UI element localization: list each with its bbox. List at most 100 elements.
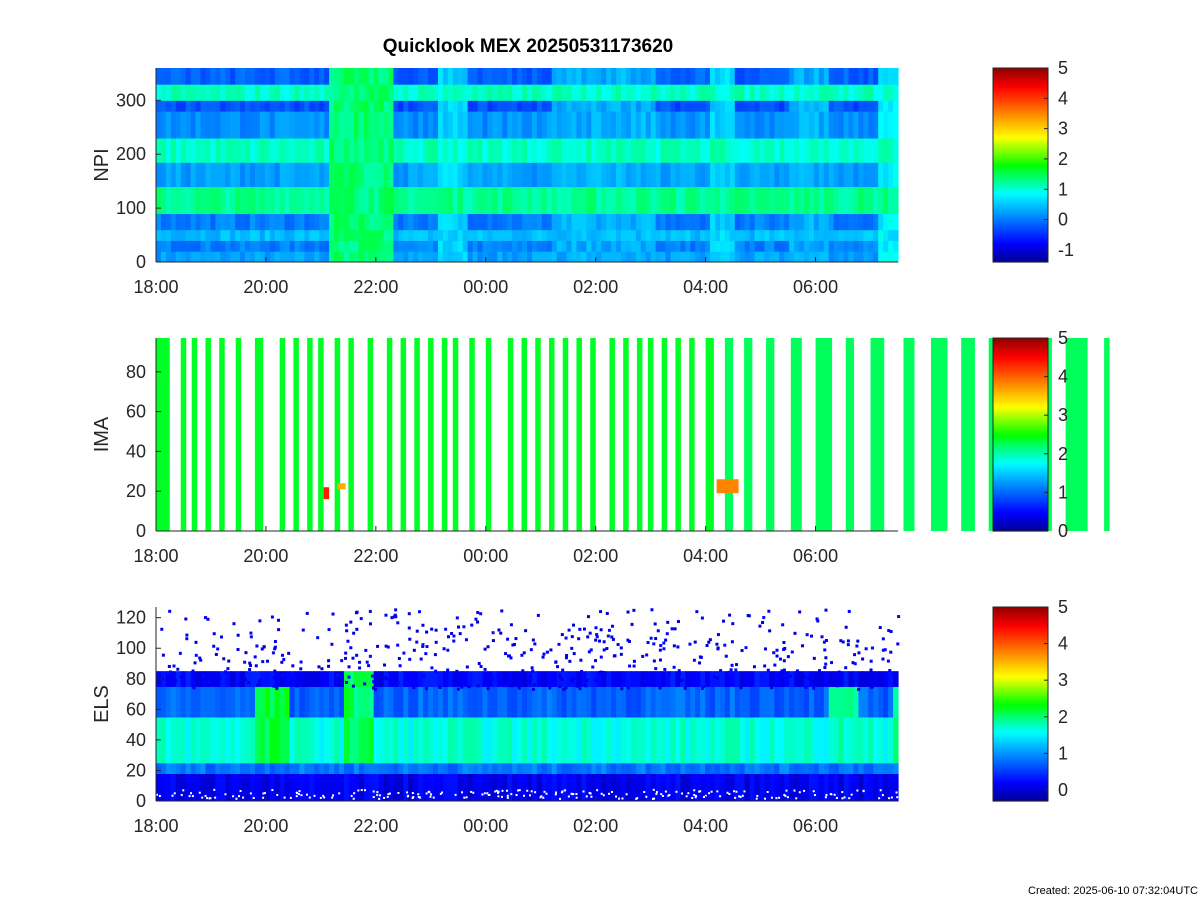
noise-pixel bbox=[263, 792, 266, 795]
spectrogram-cell bbox=[531, 686, 538, 718]
spectrogram-cell bbox=[418, 229, 424, 241]
spectrogram-cell bbox=[561, 213, 568, 231]
spectrogram-cell bbox=[531, 68, 538, 85]
noise-pixel bbox=[688, 642, 692, 646]
spectrogram-cell bbox=[249, 68, 256, 85]
spectrogram-cell bbox=[705, 773, 711, 802]
spectrogram-cell bbox=[536, 251, 543, 263]
spectrogram-cell bbox=[264, 716, 271, 764]
spectrogram-cell bbox=[413, 84, 419, 101]
noise-pixel bbox=[477, 662, 481, 666]
noise-pixel bbox=[564, 789, 567, 792]
spectrogram-cell bbox=[625, 716, 632, 764]
spectrogram-cell bbox=[185, 111, 192, 139]
spectrogram-cell bbox=[482, 762, 489, 775]
noise-pixel bbox=[379, 794, 382, 797]
noise-pixel bbox=[740, 649, 744, 653]
spectrogram-cell bbox=[853, 671, 860, 687]
spectrogram-cell bbox=[452, 671, 459, 687]
spectrogram-cell bbox=[764, 138, 770, 163]
spectrogram-cell bbox=[893, 773, 899, 802]
noise-pixel bbox=[896, 796, 899, 799]
spectrogram-cell bbox=[388, 162, 395, 188]
spectrogram-cell bbox=[729, 111, 736, 139]
spectrogram-cell bbox=[596, 251, 602, 263]
spectrogram-cell bbox=[729, 84, 736, 101]
spectrogram-cell bbox=[705, 229, 711, 241]
spectrogram-cell bbox=[324, 111, 330, 139]
spectrogram-cell bbox=[423, 138, 429, 163]
noise-pixel bbox=[470, 623, 474, 627]
spectrogram-cell bbox=[215, 773, 221, 802]
noise-pixel bbox=[463, 681, 467, 685]
spectrogram-cell bbox=[160, 84, 167, 101]
spectrogram-cell bbox=[353, 251, 360, 263]
noise-pixel bbox=[853, 662, 857, 666]
spectrogram-cell bbox=[749, 716, 756, 764]
spectrogram-cell bbox=[269, 111, 276, 139]
noise-pixel bbox=[273, 669, 277, 673]
spectrogram-cell bbox=[853, 716, 860, 764]
colorbar-tick-label: 5 bbox=[1058, 597, 1068, 617]
noise-pixel bbox=[764, 797, 767, 800]
colorbar-segment bbox=[993, 423, 1048, 427]
noise-pixel bbox=[841, 640, 845, 644]
spectrogram-cell bbox=[714, 162, 721, 188]
spectrogram-cell bbox=[482, 213, 489, 231]
spectrogram-cell bbox=[863, 671, 869, 687]
noise-pixel bbox=[512, 642, 516, 646]
spectrogram-cell bbox=[705, 671, 711, 687]
noise-pixel bbox=[653, 797, 656, 800]
spectrogram-cell bbox=[383, 773, 390, 802]
colorbar-segment bbox=[993, 428, 1048, 431]
spectrogram-cell bbox=[388, 762, 395, 775]
spectrogram-cell bbox=[512, 251, 518, 263]
spectrogram-cell bbox=[180, 84, 187, 101]
noise-pixel bbox=[668, 793, 671, 796]
noise-pixel bbox=[173, 792, 176, 795]
noise-pixel bbox=[888, 669, 892, 673]
spectrogram-cell bbox=[670, 138, 676, 163]
spectrogram-cell bbox=[680, 138, 686, 163]
spectrogram-cell bbox=[477, 716, 484, 764]
spectrogram-cell bbox=[655, 773, 662, 802]
colorbar-segment bbox=[993, 201, 1048, 205]
spectrogram-cell bbox=[408, 162, 414, 188]
noise-pixel bbox=[625, 793, 628, 796]
noise-pixel bbox=[722, 619, 726, 623]
spectrogram-cell bbox=[388, 84, 395, 101]
noise-pixel bbox=[424, 652, 428, 656]
spectrogram-cell bbox=[418, 84, 424, 101]
spectrogram-cell bbox=[695, 762, 701, 775]
data-stripe bbox=[590, 338, 596, 531]
noise-pixel bbox=[572, 652, 576, 656]
colorbar-tick-label: 4 bbox=[1058, 634, 1068, 654]
spectrogram-cell bbox=[319, 162, 325, 188]
noise-pixel bbox=[256, 683, 260, 687]
spectrogram-cell bbox=[517, 100, 523, 112]
spectrogram-cell bbox=[863, 138, 869, 163]
spectrogram-cell bbox=[546, 213, 553, 231]
spectrogram-cell bbox=[235, 68, 241, 85]
spectrogram-cell bbox=[536, 100, 543, 112]
spectrogram-cell bbox=[863, 762, 869, 775]
spectrogram-cell bbox=[650, 213, 657, 231]
spectrogram-cell bbox=[200, 186, 207, 214]
noise-pixel bbox=[645, 795, 648, 798]
spectrogram-cell bbox=[279, 162, 286, 188]
spectrogram-cell bbox=[225, 773, 231, 802]
spectrogram-cell bbox=[744, 213, 751, 231]
spectrogram-cell bbox=[591, 84, 597, 101]
spectrogram-cell bbox=[299, 716, 305, 764]
noise-pixel bbox=[805, 633, 809, 637]
spectrogram-cell bbox=[685, 100, 691, 112]
colorbar-segment bbox=[993, 249, 1048, 252]
spectrogram-cell bbox=[625, 162, 632, 188]
noise-pixel bbox=[434, 640, 438, 644]
spectrogram-cell bbox=[423, 240, 429, 252]
spectrogram-cell bbox=[383, 251, 390, 263]
spectrogram-cell bbox=[705, 162, 711, 188]
spectrogram-cell bbox=[551, 138, 558, 163]
spectrogram-cell bbox=[319, 213, 325, 231]
